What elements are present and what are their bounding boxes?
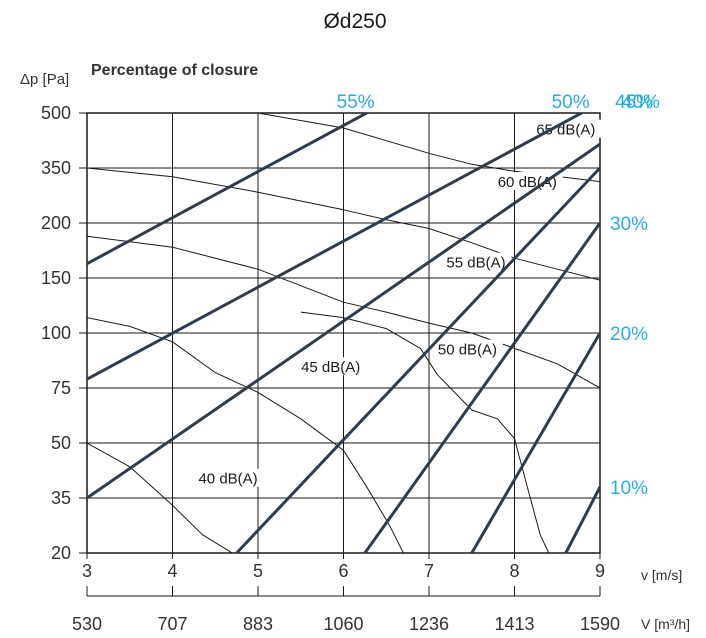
closure-lines [87, 113, 600, 553]
closure-line-40pct [235, 166, 600, 553]
noise-label-40db: 40 dB(A) [192, 468, 264, 488]
x-tick-label-7: 7 [424, 561, 434, 581]
x2-tick-label-883: 883 [243, 614, 273, 634]
y-tick-label-35: 35 [51, 488, 71, 508]
y-tick-label-350: 350 [41, 158, 71, 178]
x2-axis-label: V [m³/h] [641, 616, 690, 632]
noise-curve-45db [87, 317, 404, 553]
closure-label-50pct: 50% [552, 92, 590, 113]
noise-label-text: 55 dB(A) [446, 255, 505, 272]
closure-label-45pct: 45% [615, 92, 653, 113]
closure-line-10pct [564, 486, 600, 553]
noise-label-60db: 60 dB(A) [491, 172, 563, 191]
noise-label-bg [192, 468, 264, 487]
closure-line-45pct [87, 142, 600, 500]
noise-curve-60db [87, 167, 600, 281]
noise-label-bg [295, 357, 367, 376]
noise-label-45db: 45 dB(A) [295, 357, 367, 376]
closure-label-55pct: 55% [337, 92, 375, 113]
y-axis-label: Δp [Pa] [20, 71, 69, 88]
closure-line-20pct [470, 332, 600, 553]
noise-label-text: 40 dB(A) [198, 471, 257, 488]
noise-curve-40db [87, 442, 233, 553]
x2-tick-label-707: 707 [157, 614, 187, 634]
x2-tick-label-1236: 1236 [409, 614, 449, 634]
closure-line-30pct [363, 222, 600, 553]
y-tick-label-500: 500 [41, 103, 71, 123]
x-tick-label-5: 5 [253, 561, 263, 581]
closure-line-50pct [87, 113, 585, 381]
noise-label-55db: 55 dB(A) [440, 252, 512, 272]
chart-title: Ød250 [323, 10, 386, 33]
x-tick-label-4: 4 [167, 561, 177, 581]
closure-label-10pct: 10% [610, 478, 648, 499]
y-tick-label-150: 150 [41, 268, 71, 288]
x2-axis: 530 707 883 1060 1236 1413 1590 [72, 586, 620, 634]
y-axis: 500 350 200 150 100 75 50 35 20 [41, 103, 87, 563]
noise-label-bg [432, 339, 503, 358]
closure-label-40pct: 40% [622, 92, 660, 113]
noise-label-bg [491, 172, 563, 191]
x2-tick-label-530: 530 [72, 614, 102, 634]
noise-label-text: 50 dB(A) [438, 342, 497, 359]
x-tick-label-8: 8 [509, 561, 519, 581]
y-tick-label-200: 200 [41, 213, 71, 233]
closure-line-55pct [87, 113, 370, 266]
y-tick-label-100: 100 [41, 323, 71, 343]
noise-label-65db: 65 dB(A) [530, 119, 602, 139]
y-tick-label-20: 20 [51, 543, 71, 563]
noise-label-text: 60 dB(A) [498, 174, 557, 191]
x-axis-label: v [m/s] [641, 567, 682, 583]
closure-label-20pct: 20% [610, 324, 648, 345]
noise-label-text: 45 dB(A) [301, 359, 360, 376]
noise-label-bg [530, 119, 602, 138]
x-tick-label-3: 3 [82, 561, 92, 581]
x2-tick-label-1413: 1413 [494, 614, 534, 634]
closure-label-30pct: 30% [610, 214, 648, 235]
y-tick-label-75: 75 [51, 378, 71, 398]
x2-tick-label-1590: 1590 [580, 614, 620, 634]
noise-curve-55db [87, 235, 600, 389]
y-tick-label-50: 50 [51, 433, 71, 453]
noise-label-bg [440, 252, 512, 271]
noise-label-text: 65 dB(A) [536, 122, 595, 139]
x-axis: 3 4 5 6 7 8 9 [82, 553, 605, 581]
noise-curve-50db [300, 311, 550, 553]
closure-label: Percentage of closure [91, 62, 258, 79]
noise-label-50db: 50 dB(A) [432, 339, 503, 359]
x-tick-label-6: 6 [338, 561, 348, 581]
x2-tick-label-1060: 1060 [323, 614, 363, 634]
x-tick-label-9: 9 [595, 561, 605, 581]
